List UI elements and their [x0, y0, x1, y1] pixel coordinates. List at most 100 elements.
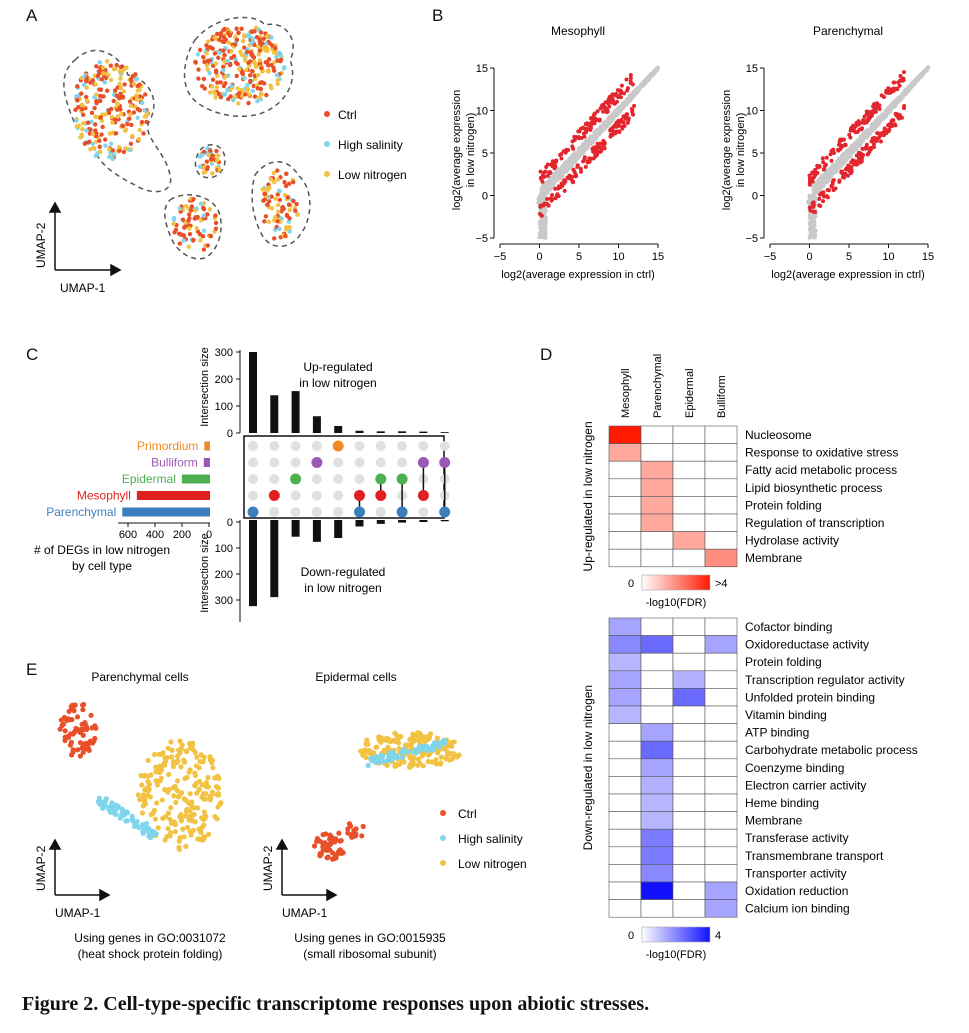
deg-point	[815, 163, 820, 168]
deg-point	[545, 197, 550, 202]
umap-point	[187, 828, 193, 834]
umap-point	[129, 816, 135, 822]
deg-point	[828, 152, 833, 157]
gene-point	[639, 82, 644, 87]
umap-point	[140, 795, 146, 801]
gene-point	[574, 151, 579, 156]
umap-point	[287, 229, 292, 234]
umap-point	[339, 849, 345, 855]
panel-a-legend: Ctrl High salinity Low nitrogen	[324, 108, 407, 182]
heatmap-cell	[672, 881, 706, 900]
umap-point	[182, 225, 187, 230]
deg-point	[598, 149, 603, 154]
gene-point	[605, 117, 610, 122]
umap-point	[171, 793, 177, 799]
gene-point	[869, 128, 874, 133]
deg-point	[619, 83, 624, 88]
umap-point	[221, 64, 226, 70]
deg-point	[850, 158, 855, 163]
umap-point	[362, 747, 368, 753]
gene-point	[904, 90, 909, 95]
deg-point	[855, 130, 860, 135]
heatmap-cell	[640, 705, 674, 724]
umap-point	[295, 212, 300, 218]
umap-point	[80, 732, 86, 738]
umap-point	[271, 170, 276, 176]
up-tick-label: 100	[215, 401, 233, 413]
gene-point	[566, 165, 571, 170]
deg-point	[887, 127, 892, 132]
umap-point	[99, 77, 105, 82]
deg-point	[538, 169, 543, 174]
umap-point	[287, 207, 292, 213]
x-tick-label: 10	[612, 251, 624, 263]
umap-point	[194, 754, 200, 760]
umap-point	[100, 124, 105, 130]
gene-point	[915, 76, 920, 81]
heatmap-cell	[672, 531, 706, 550]
gene-point	[824, 180, 829, 185]
umap-point	[202, 59, 207, 65]
umap-point	[112, 152, 117, 157]
gene-point	[824, 177, 829, 182]
umap-point	[199, 825, 205, 831]
deg-point	[628, 76, 633, 81]
umap-point	[196, 765, 202, 771]
umap-points-epidermal	[311, 730, 462, 862]
figure-caption: Figure 2. Cell-type-specific transcripto…	[22, 993, 650, 1015]
deg-point	[820, 156, 825, 161]
umap-point	[197, 231, 203, 237]
deg-point	[821, 160, 826, 165]
deg-point	[875, 101, 880, 106]
umap-point	[145, 773, 151, 779]
umap-point	[381, 737, 387, 743]
umap-point	[218, 80, 223, 85]
umap-point	[275, 202, 281, 208]
umap-point	[134, 818, 140, 825]
scatter-title-mesophyll: Mesophyll	[551, 24, 605, 38]
heatmap-row-label: Calcium ion binding	[745, 902, 850, 916]
umap-point	[214, 85, 220, 90]
deg-point	[581, 131, 586, 136]
deg-point	[593, 111, 598, 116]
deg-point	[578, 166, 583, 171]
matrix-empty-dot	[375, 441, 386, 451]
umap-point	[129, 122, 134, 128]
gene-point	[829, 173, 834, 178]
deg-point	[538, 204, 543, 209]
heatmap-column-headers: Mesophyll Parenchymal Epidermal Bulliform	[620, 354, 728, 418]
heatmap-row-label: Transmembrane transport	[745, 849, 884, 863]
umap2-axis-label: UMAP-2	[34, 222, 48, 268]
gene-point	[918, 74, 923, 79]
deg-point	[585, 122, 590, 127]
umap-point	[259, 66, 264, 71]
umap-point	[201, 247, 207, 252]
umap-point	[114, 62, 119, 68]
umap-point	[79, 106, 85, 112]
umap-point	[159, 797, 165, 803]
umap-point	[269, 85, 274, 91]
umap-point	[197, 164, 203, 169]
umap-point	[130, 133, 135, 139]
umap-point	[386, 736, 392, 743]
heatmap-cell	[704, 425, 738, 444]
deg-point	[617, 123, 622, 128]
deg-point	[839, 170, 844, 175]
umap-point	[103, 75, 109, 81]
umap-point	[147, 835, 154, 841]
umap-point	[59, 722, 65, 728]
umap-point	[203, 779, 209, 786]
umap-point	[381, 747, 387, 753]
umap-point	[177, 750, 183, 756]
set-label: Epidermal	[122, 472, 176, 486]
gene-point	[614, 110, 619, 115]
deg-point	[610, 92, 615, 97]
deg-point	[829, 158, 834, 163]
umap-point	[275, 58, 280, 63]
deg-point	[861, 118, 866, 123]
umap-point	[222, 26, 227, 32]
umap-point	[433, 761, 440, 767]
up-bar	[419, 431, 428, 433]
heatmap-row-label: Carbohydrate metabolic process	[745, 743, 918, 757]
umap-point	[216, 792, 222, 798]
